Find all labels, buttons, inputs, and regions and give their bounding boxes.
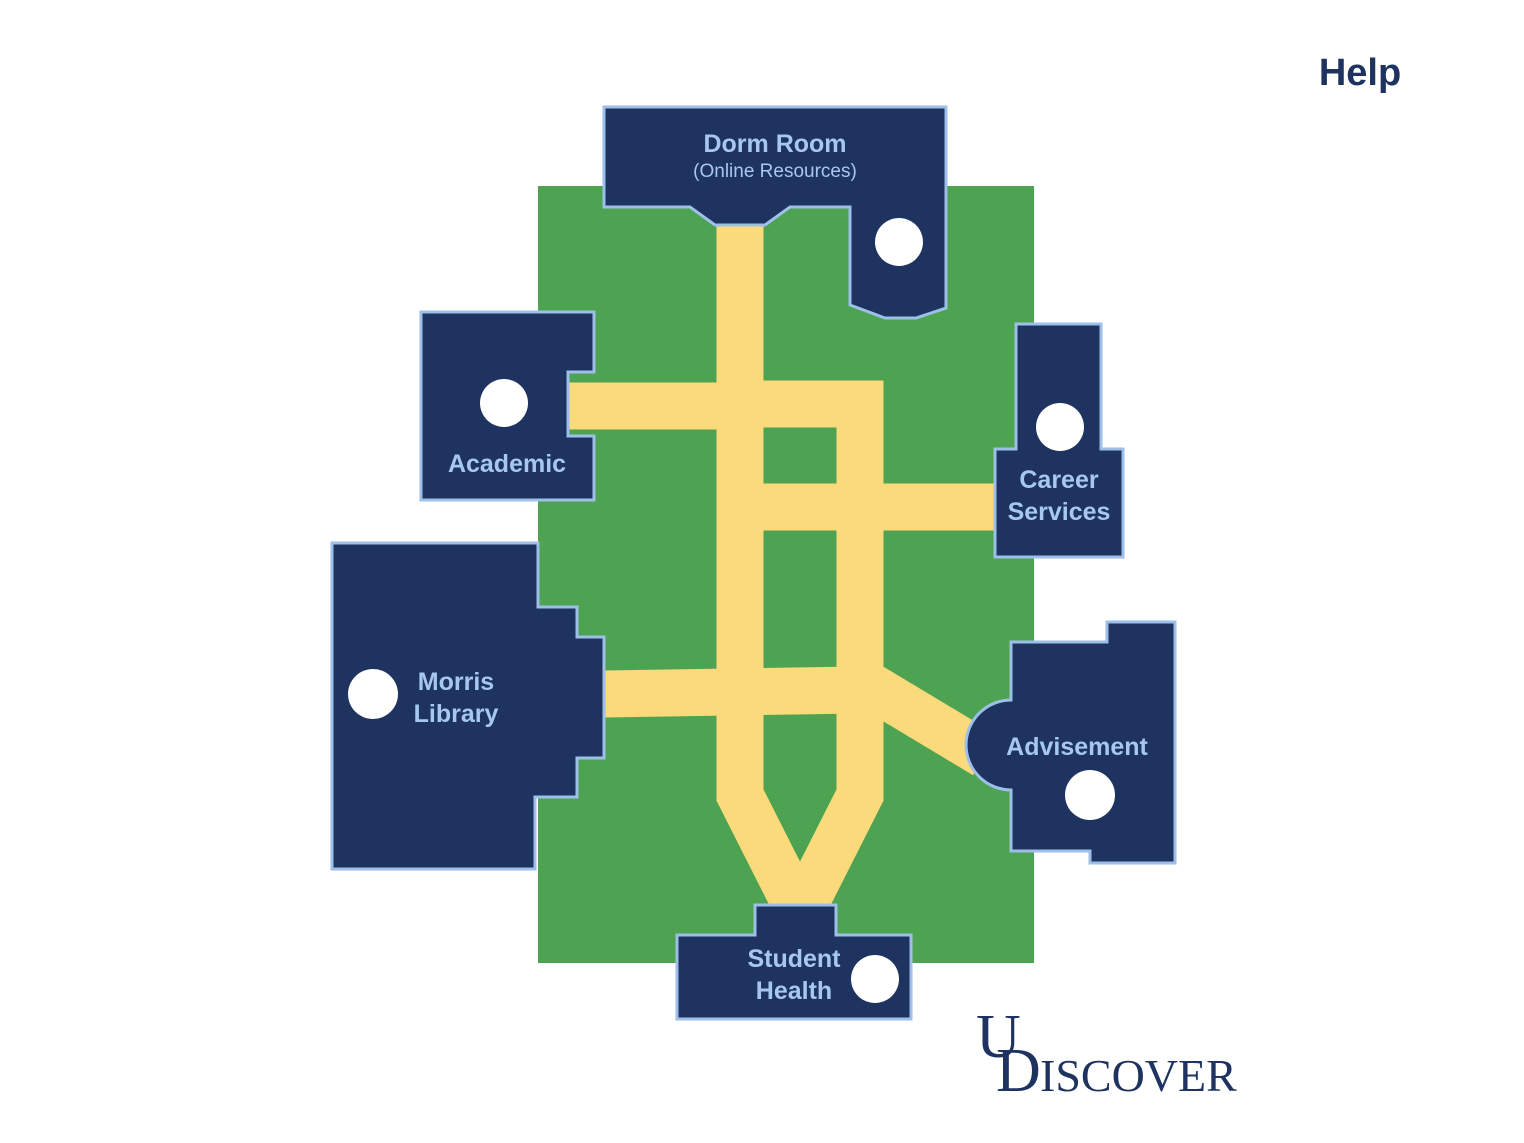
walkway-advisement <box>847 659 998 776</box>
walkways <box>565 220 998 914</box>
udiscover-logo: U D ISCOVER <box>976 1003 1237 1105</box>
student-health-marker[interactable] <box>851 955 899 1003</box>
building-morris-library[interactable]: Morris Library <box>330 541 606 871</box>
dorm-room-marker[interactable] <box>875 218 923 266</box>
advisement-marker[interactable] <box>1065 770 1115 820</box>
building-academic[interactable]: Academic <box>419 310 596 502</box>
building-advisement[interactable]: Advisement <box>964 620 1177 865</box>
help-link[interactable]: Help <box>1318 52 1402 94</box>
walkway-library <box>604 666 861 718</box>
advisement-label: Advisement <box>1006 733 1148 761</box>
student-health-label-line1: Student <box>747 945 841 973</box>
campus-lawn <box>538 186 1034 963</box>
academic-label: Academic <box>448 450 566 478</box>
academic-marker[interactable] <box>480 379 528 427</box>
career-services-label-line2: Services <box>1008 498 1111 526</box>
logo-letter-d: D <box>996 1037 1041 1105</box>
walkway-main-vertical <box>716 220 884 914</box>
career-services-label-line1: Career <box>1019 466 1098 494</box>
dorm-room-label: Dorm Room <box>703 130 846 158</box>
student-health-label-line2: Health <box>756 977 832 1005</box>
building-student-health[interactable]: Student Health <box>675 903 913 1021</box>
building-dorm-room[interactable]: Dorm Room (Online Resources) <box>602 105 948 320</box>
morris-library-marker[interactable] <box>348 669 398 719</box>
logo-letter-u: U <box>976 1003 1021 1071</box>
morris-library-label-line2: Library <box>414 700 499 728</box>
career-services-marker[interactable] <box>1036 403 1084 451</box>
morris-library-label-line1: Morris <box>418 668 494 696</box>
logo-wordmark: ISCOVER <box>1040 1050 1237 1101</box>
dorm-room-subtitle: (Online Resources) <box>693 161 857 182</box>
building-career-services[interactable]: Career Services <box>993 322 1125 559</box>
